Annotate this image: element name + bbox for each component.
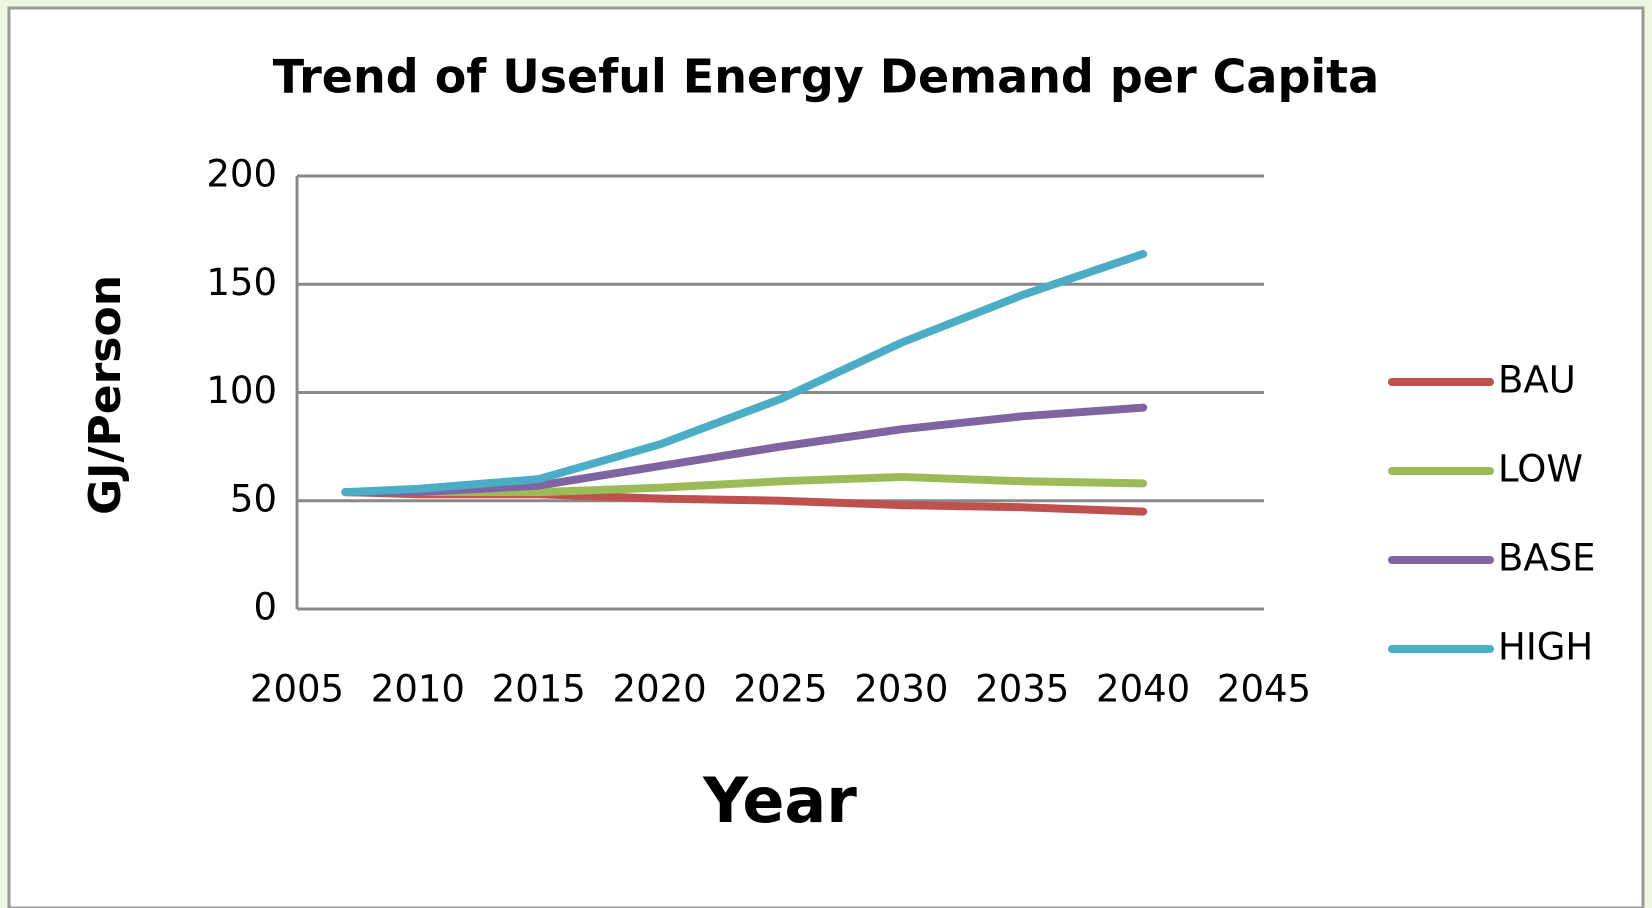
- legend-label: HIGH: [1498, 626, 1593, 669]
- x-tick-label: 2005: [250, 668, 344, 711]
- chart-frame: [7, 6, 1645, 908]
- legend-label: BAU: [1498, 359, 1576, 402]
- x-tick-label: 2025: [733, 668, 827, 711]
- x-tick-label: 2015: [492, 668, 586, 711]
- x-tick-label: 2040: [1096, 668, 1190, 711]
- y-tick-label: 150: [206, 261, 277, 304]
- x-tick-label: 2020: [613, 668, 707, 711]
- x-tick-label: 2035: [975, 668, 1069, 711]
- y-tick-label: 50: [230, 477, 277, 520]
- legend-label: BASE: [1498, 537, 1596, 580]
- chart-title: Trend of Useful Energy Demand per Capita: [273, 50, 1379, 104]
- x-tick-label: 2010: [371, 668, 465, 711]
- y-tick-label: 200: [206, 153, 277, 196]
- x-tick-label: 2030: [854, 668, 948, 711]
- line-series: [341, 249, 1148, 497]
- y-tick-label: 100: [206, 369, 277, 412]
- y-tick-label: 0: [253, 586, 277, 629]
- legend-label: LOW: [1498, 448, 1583, 491]
- x-axis-label: Year: [702, 764, 857, 837]
- y-axis-label: GJ/Person: [80, 275, 131, 515]
- x-tick-label: 2045: [1217, 668, 1311, 711]
